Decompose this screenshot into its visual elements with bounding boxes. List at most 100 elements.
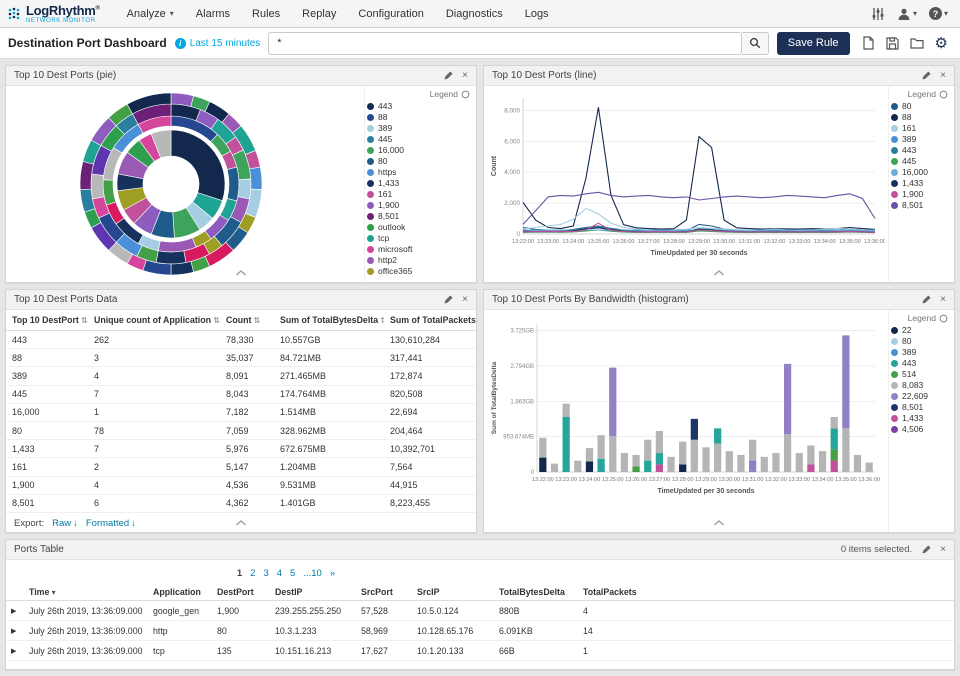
row-expand-icon[interactable]: ▶ xyxy=(6,640,24,661)
column-header-unique-count-of-application[interactable]: Unique count of Application ⇅ xyxy=(88,310,220,331)
bar-segment-8,083[interactable] xyxy=(749,439,757,461)
bar-segment-514[interactable] xyxy=(830,449,838,461)
page-button-...10[interactable]: ...10 xyxy=(303,568,322,579)
legend-item-tcp[interactable]: tcp xyxy=(367,233,470,244)
search-button[interactable] xyxy=(741,31,769,55)
bar-segment-443[interactable] xyxy=(562,416,570,472)
save-dashboard-button[interactable] xyxy=(885,36,899,50)
legend-item-80[interactable]: 80 xyxy=(891,101,948,112)
column-header-destport[interactable]: DestPort xyxy=(212,583,270,601)
legend-item-389[interactable]: 389 xyxy=(367,123,470,134)
table-row[interactable]: 445 7 8,043 174.764MB 820,508 xyxy=(6,385,476,404)
legend-item-8,501[interactable]: 8,501 xyxy=(367,211,470,222)
bar-segment-8,083[interactable] xyxy=(737,454,745,472)
legend-item-161[interactable]: 161 xyxy=(891,123,948,134)
legend-item-88[interactable]: 88 xyxy=(891,112,948,123)
bar-segment-8,083[interactable] xyxy=(772,453,780,472)
bar-segment-22,609[interactable] xyxy=(842,335,850,429)
legend-header[interactable]: Legend xyxy=(891,313,948,323)
export-formatted-link[interactable]: Formatted ↓ xyxy=(85,517,136,529)
edit-panel-button[interactable] xyxy=(444,295,453,304)
collapse-panel-button[interactable] xyxy=(705,512,733,532)
row-expand-icon[interactable]: ▶ xyxy=(6,620,24,641)
legend-item-443[interactable]: 443 xyxy=(891,145,948,156)
legend-item-office365[interactable]: office365 xyxy=(367,266,470,277)
legend-item-443[interactable]: 443 xyxy=(367,101,470,112)
collapse-panel-button[interactable] xyxy=(227,262,255,282)
collapse-panel-button[interactable] xyxy=(705,262,733,282)
bar-segment-8,083[interactable] xyxy=(818,451,827,472)
legend-item-1,433[interactable]: 1,433 xyxy=(367,178,470,189)
legend-item-outlook[interactable]: outlook xyxy=(367,222,470,233)
bar-segment-8,083[interactable] xyxy=(597,435,605,459)
bar-segment-22[interactable] xyxy=(539,457,547,472)
column-header-destip[interactable]: DestIP xyxy=(270,583,356,601)
bar-segment-8,501[interactable] xyxy=(690,418,698,440)
legend-item-8,501[interactable]: 8,501 xyxy=(891,402,948,413)
legend-item-4,506[interactable]: 4,506 xyxy=(891,424,948,435)
edit-panel-button[interactable] xyxy=(922,295,931,304)
close-panel-button[interactable]: × xyxy=(462,293,468,305)
column-header-top-10-destport[interactable]: Top 10 DestPort ⇅ xyxy=(6,310,88,331)
edit-panel-button[interactable] xyxy=(444,71,453,80)
legend-item-microsoft[interactable]: microsoft xyxy=(367,244,470,255)
nav-item-configuration[interactable]: Configuration xyxy=(347,0,434,27)
legend-item-http2[interactable]: http2 xyxy=(367,255,470,266)
bar-segment-22,609[interactable] xyxy=(783,363,792,435)
bar-segment-8,083[interactable] xyxy=(574,460,582,472)
close-panel-button[interactable]: × xyxy=(940,293,946,305)
ports-table-row[interactable]: ▶ July 26th 2019, 13:36:09.000 tcp 135 10.15… xyxy=(6,640,954,661)
legend-item-8,083[interactable]: 8,083 xyxy=(891,380,948,391)
search-input[interactable] xyxy=(268,31,742,55)
sunburst-segment[interactable] xyxy=(226,166,240,202)
legend-item-22,609[interactable]: 22,609 xyxy=(891,391,948,402)
bar-segment-8,083[interactable] xyxy=(795,453,803,472)
legend-item-161[interactable]: 161 xyxy=(367,189,470,200)
column-header-count[interactable]: Count ⇅ xyxy=(220,310,274,331)
legend-item-445[interactable]: 445 xyxy=(367,134,470,145)
bar-segment-8,083[interactable] xyxy=(539,437,547,458)
bar-segment-8,083[interactable] xyxy=(562,403,570,417)
table-row[interactable]: 389 4 8,091 271.465MB 172,874 xyxy=(6,366,476,386)
open-dashboard-button[interactable] xyxy=(909,37,924,49)
table-row[interactable]: 16,000 1 7,182 1.514MB 22,694 xyxy=(6,403,476,422)
column-header-srcip[interactable]: SrcIP xyxy=(412,583,494,601)
legend-item-514[interactable]: 514 xyxy=(891,369,948,380)
column-header-application[interactable]: Application xyxy=(148,583,212,601)
legend-item-16,000[interactable]: 16,000 xyxy=(891,167,948,178)
bar-segment-22,609[interactable] xyxy=(749,460,757,472)
sunburst-segment[interactable] xyxy=(170,129,226,202)
page-button-2[interactable]: 2 xyxy=(250,568,256,579)
bar-segment-443[interactable] xyxy=(714,428,722,444)
table-row[interactable]: 88 3 35,037 84.721MB 317,441 xyxy=(6,348,476,368)
legend-item-16,000[interactable]: 16,000 xyxy=(367,145,470,156)
ports-table-row[interactable]: ▶ July 26th 2019, 13:36:09.000 google_gen 1… xyxy=(6,600,954,621)
column-header-totalpackets[interactable]: TotalPackets xyxy=(578,583,650,601)
nav-item-analyze[interactable]: Analyze ▾ xyxy=(116,0,185,27)
sunburst-segment[interactable] xyxy=(150,129,172,159)
bar-segment-1,433[interactable] xyxy=(807,464,815,472)
nav-item-alarms[interactable]: Alarms xyxy=(185,0,241,27)
table-row[interactable]: 161 2 5,147 1.204MB 7,564 xyxy=(6,457,476,477)
sunburst-segment[interactable] xyxy=(237,178,252,200)
column-header-totalbytesdelta[interactable]: TotalBytesDelta xyxy=(494,583,578,601)
legend-item-1,900[interactable]: 1,900 xyxy=(367,200,470,211)
sunburst-segment[interactable] xyxy=(249,166,263,191)
legend-item-8,501[interactable]: 8,501 xyxy=(891,200,948,211)
legend-item-389[interactable]: 389 xyxy=(891,134,948,145)
row-expand-icon[interactable]: ▶ xyxy=(6,600,24,621)
page-button-5[interactable]: 5 xyxy=(290,568,296,579)
legend-item-88[interactable]: 88 xyxy=(367,112,470,123)
bar-segment-22[interactable] xyxy=(679,464,687,472)
sunburst-segment[interactable] xyxy=(126,92,172,115)
bar-segment-8,083[interactable] xyxy=(807,445,815,465)
table-row[interactable]: 80 78 7,059 328.962MB 204,464 xyxy=(6,421,476,441)
table-row[interactable]: 443 262 78,330 10.557GB 130,610,284 xyxy=(6,330,476,350)
legend-item-443[interactable]: 443 xyxy=(891,358,948,369)
bar-segment-8,083[interactable] xyxy=(690,439,698,472)
sunburst-segment[interactable] xyxy=(155,250,187,265)
help-menu-button[interactable]: ? ▾ xyxy=(928,7,948,20)
table-row[interactable]: 8,501 6 4,362 1.401GB 8,223,455 xyxy=(6,494,476,513)
legend-item-80[interactable]: 80 xyxy=(891,336,948,347)
edit-panel-button[interactable] xyxy=(922,71,931,80)
